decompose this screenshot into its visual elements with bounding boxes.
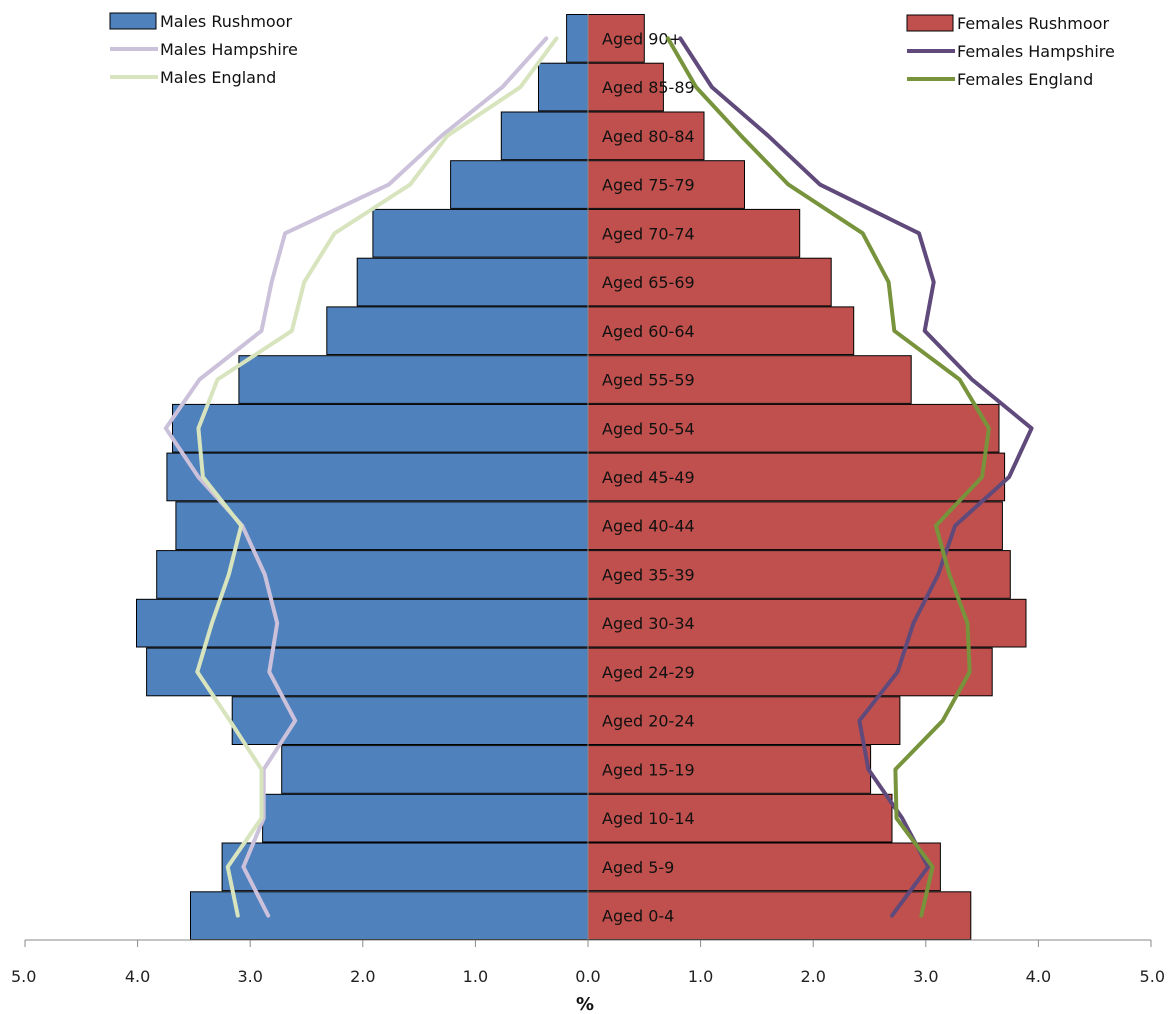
males-rushmoor-bar xyxy=(172,403,589,453)
females-england-line xyxy=(665,36,991,918)
x-tick-label: 5.0 xyxy=(1140,967,1165,986)
category-label: Aged 75-79 xyxy=(602,176,695,195)
category-label: Aged 85-89 xyxy=(602,78,695,97)
x-tick-label: 4.0 xyxy=(1026,967,1051,986)
females-rushmoor-bar xyxy=(587,842,941,892)
category-label: Aged 15-19 xyxy=(602,760,695,779)
bars-layer xyxy=(136,14,1027,940)
category-label: Aged 45-49 xyxy=(602,468,695,487)
males-rushmoor-bar xyxy=(356,257,589,307)
females-rushmoor-bar xyxy=(587,745,872,794)
males-rushmoor-bar xyxy=(281,745,589,794)
x-tick-label: 3.0 xyxy=(237,967,262,986)
males-england-legend-label: Males England xyxy=(160,68,276,87)
x-tick-label: 1.0 xyxy=(688,967,713,986)
x-tick-label: 2.0 xyxy=(350,967,375,986)
x-axis: 5.0 4.0 3.0 2.0 1.0 0.0 1.0 2.0 3.0 4.0 5.0 xyxy=(11,14,1165,986)
category-label: Aged 80-84 xyxy=(602,127,695,146)
females-rushmoor-bar xyxy=(587,355,912,404)
category-label: Aged 0-4 xyxy=(602,907,674,926)
category-label: Aged 60-64 xyxy=(602,322,695,341)
category-label: Aged 5-9 xyxy=(602,858,674,877)
males-rushmoor-bar xyxy=(146,647,589,697)
females-hampshire-line xyxy=(678,36,1034,918)
females-rushmoor-bar xyxy=(587,452,1006,502)
males-rushmoor-bar xyxy=(538,62,589,112)
x-tick-label: 2.0 xyxy=(800,967,825,986)
females-rushmoor-bar xyxy=(587,62,664,112)
category-label: Aged 30-34 xyxy=(602,614,695,633)
category-label: Aged 65-69 xyxy=(602,273,695,292)
males-rushmoor-bar xyxy=(262,793,589,843)
males-england-line xyxy=(195,36,559,918)
males-rushmoor-bar xyxy=(166,452,589,502)
males-rushmoor-bar xyxy=(221,842,589,892)
x-tick-label: 3.0 xyxy=(913,967,938,986)
females-rushmoor-bar xyxy=(587,14,645,63)
males-rushmoor-bar xyxy=(326,306,589,356)
males-rushmoor-bar xyxy=(175,501,589,551)
females-rushmoor-bar xyxy=(587,501,1003,551)
males-rushmoor-bar xyxy=(566,14,589,63)
females-rushmoor-bar xyxy=(587,793,893,843)
males-rushmoor-bar xyxy=(238,355,589,404)
x-tick-label: 0.0 xyxy=(575,967,600,986)
lines-layer xyxy=(163,36,1034,918)
category-label: Aged 24-29 xyxy=(602,663,695,682)
category-label: Aged 10-14 xyxy=(602,809,695,828)
category-label: Aged 35-39 xyxy=(602,566,695,585)
females-england-legend-label: Females England xyxy=(957,70,1093,89)
category-label: Aged 70-74 xyxy=(602,224,695,243)
category-label: Aged 50-54 xyxy=(602,419,695,438)
females-rushmoor-legend-swatch xyxy=(906,14,954,32)
males-rushmoor-bar xyxy=(450,160,589,209)
females-rushmoor-legend-label: Females Rushmoor xyxy=(957,14,1109,33)
x-tick-label: 5.0 xyxy=(11,967,36,986)
females-rushmoor-bar xyxy=(587,111,705,161)
females-rushmoor-bar xyxy=(587,257,832,307)
females-rushmoor-bar xyxy=(587,160,745,209)
x-tick-label: 4.0 xyxy=(125,967,150,986)
category-label: Aged 90+ xyxy=(602,29,682,48)
category-label: Aged 55-59 xyxy=(602,371,695,390)
males-rushmoor-bar xyxy=(231,696,589,745)
x-axis-label: % xyxy=(576,994,594,1014)
category-label: Aged 40-44 xyxy=(602,517,695,536)
females-rushmoor-bar xyxy=(587,891,972,940)
category-label: Aged 20-24 xyxy=(602,712,695,731)
category-labels: Aged 0-4 Aged 5-9 Aged 10-14 Aged 15-19 Aged… xyxy=(602,29,695,925)
males-rushmoor-bar xyxy=(500,111,589,161)
legend: Males Rushmoor Males Hampshire Males Engla… xyxy=(109,12,1115,89)
males-hampshire-legend-label: Males Hampshire xyxy=(160,40,298,59)
females-rushmoor-bar xyxy=(587,598,1027,648)
males-rushmoor-legend-swatch xyxy=(109,12,157,30)
males-rushmoor-bar xyxy=(136,598,589,648)
males-rushmoor-bar xyxy=(372,208,589,258)
males-hampshire-line xyxy=(163,36,549,918)
x-tick-label: 1.0 xyxy=(463,967,488,986)
females-rushmoor-bar xyxy=(587,403,1000,453)
males-rushmoor-legend-label: Males Rushmoor xyxy=(160,12,293,31)
females-hampshire-legend-label: Females Hampshire xyxy=(957,42,1115,61)
males-rushmoor-bar xyxy=(190,891,589,940)
